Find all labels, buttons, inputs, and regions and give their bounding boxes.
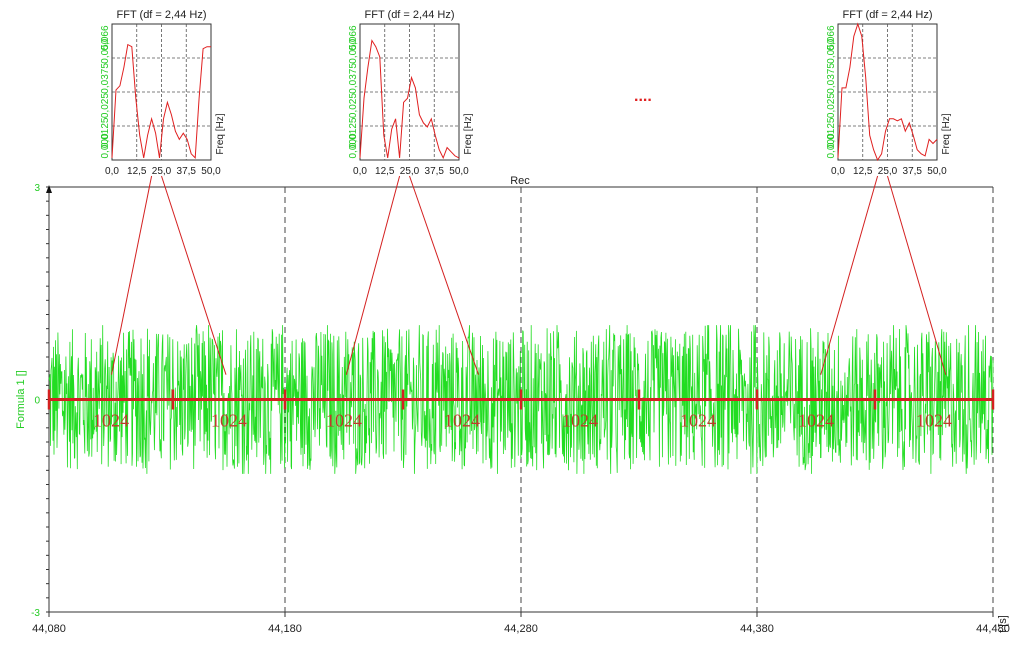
x-tick-label: 44,380: [740, 623, 774, 635]
fft-y-tick-label: 0,0375: [100, 63, 111, 94]
fft-connector-line: [161, 175, 227, 375]
fft-y-tick-label: 0,0375: [348, 63, 359, 94]
fft-y-tick-label: 0,0125: [826, 117, 837, 148]
main-title: Rec: [510, 175, 530, 187]
fft-x-tick-label: 37,5: [177, 166, 197, 177]
x-tick-label: 44,080: [32, 623, 66, 635]
fft-x-axis-label: Freq [Hz]: [215, 113, 226, 154]
y-tick-label: 0: [34, 396, 40, 407]
x-tick-label: 44,180: [268, 623, 302, 635]
fft-panel: FFT (df = 2,44 Hz) 0,0000,01250,0250,0375…: [100, 9, 226, 177]
fft-title: FFT (df = 2,44 Hz): [365, 9, 455, 21]
fft-x-axis-label: Freq [Hz]: [941, 113, 952, 154]
block-label: 1024: [444, 411, 480, 431]
fft-panels: FFT (df = 2,44 Hz)0,0000,01250,0250,0375…: [100, 9, 952, 177]
fft-title: FFT (df = 2,44 Hz): [117, 9, 207, 21]
block-label: 1024: [680, 411, 716, 431]
fft-x-tick-label: 50,0: [449, 166, 469, 177]
fft-title: FFT (df = 2,44 Hz): [843, 9, 933, 21]
fft-spectrum-line: [359, 39, 460, 160]
fft-panel: FFT (df = 2,44 Hz) 0,0000,01250,0250,0375…: [348, 9, 474, 177]
fft-y-tick-label: 0,0125: [100, 117, 111, 148]
fft-x-tick-label: 0,0: [353, 166, 367, 177]
ellipsis-marker: ....: [634, 88, 652, 105]
fft-y-tick-label: 0,025: [100, 93, 111, 118]
fft-y-tick-label: 0,000: [100, 133, 111, 158]
fft-x-tick-label: 0,0: [831, 166, 845, 177]
block-label: 1024: [93, 411, 129, 431]
fft-x-tick-label: 50,0: [927, 166, 947, 177]
x-axis-unit: t [s]: [997, 615, 1009, 633]
block-label: 1024: [916, 411, 952, 431]
fft-x-tick-label: 37,5: [903, 166, 923, 177]
fft-x-tick-label: 25,0: [400, 166, 420, 177]
fft-x-tick-label: 50,0: [201, 166, 221, 177]
axis-arrow-icon: [46, 185, 52, 193]
y-axis-label: Formula 1 []: [15, 370, 27, 429]
fft-connector-line: [820, 175, 879, 375]
fft-x-tick-label: 12,5: [375, 166, 395, 177]
fft-y-tick-label: 0,050: [826, 38, 837, 63]
fft-x-tick-label: 12,5: [853, 166, 873, 177]
fft-connectors: [111, 175, 947, 375]
fft-y-tick-label: 0,000: [826, 133, 837, 158]
y-tick-label: 3: [34, 183, 40, 194]
x-tick-label: 44,280: [504, 623, 538, 635]
fft-connector-line: [409, 175, 479, 375]
fft-y-tick-label: 0,0375: [826, 63, 837, 94]
main-chart: 3 0 -3 44,080 44,180 44,280 44,380 44,480 Rec For…: [15, 175, 1010, 635]
fft-x-axis-label: Freq [Hz]: [463, 113, 474, 154]
fft-x-tick-label: 25,0: [878, 166, 898, 177]
fft-y-tick-label: 0,0125: [348, 117, 359, 148]
fft-y-tick-label: 0,050: [348, 38, 359, 63]
block-label: 1024: [326, 411, 362, 431]
fft-spectrum-line: [111, 43, 211, 160]
fft-y-tick-label: 0,066: [826, 25, 837, 50]
fft-y-tick-label: 0,050: [100, 38, 111, 63]
fft-spectrum-line: [837, 22, 938, 162]
y-tick-label: -3: [31, 608, 40, 619]
fft-y-tick-label: 0,025: [826, 93, 837, 118]
fft-connector-line: [111, 175, 153, 375]
fft-y-tick-label: 0,066: [348, 25, 359, 50]
fft-connector-line: [887, 175, 947, 375]
fft-connector-line: [345, 175, 401, 375]
fft-x-tick-label: 0,0: [105, 166, 119, 177]
fft-y-tick-label: 0,000: [348, 133, 359, 158]
fft-x-tick-label: 25,0: [152, 166, 172, 177]
x-tick-label: 44,480: [976, 623, 1010, 635]
fft-x-tick-label: 12,5: [127, 166, 147, 177]
fft-y-tick-label: 0,025: [348, 93, 359, 118]
signal-line: [48, 325, 994, 474]
fft-x-tick-label: 37,5: [425, 166, 445, 177]
fft-y-tick-label: 0,066: [100, 25, 111, 50]
block-label: 1024: [798, 411, 834, 431]
fft-panel: FFT (df = 2,44 Hz) 0,0000,01250,0250,0375…: [826, 9, 952, 177]
block-label: 1024: [211, 411, 247, 431]
block-label: 1024: [562, 411, 598, 431]
